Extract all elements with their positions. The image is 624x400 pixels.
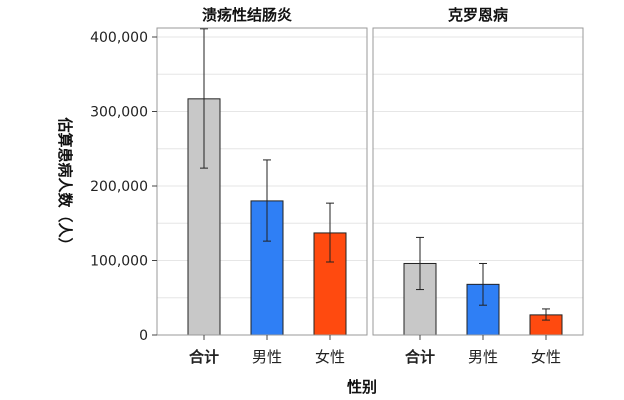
panel-frame-1	[372, 27, 584, 336]
x-tick-label-1-0: 合计	[404, 348, 435, 366]
x-tick-label-1-1: 男性	[468, 348, 498, 366]
y-tick-label: 300,000	[90, 105, 148, 121]
x-tick-label-0-2: 女性	[315, 348, 345, 366]
y-axis: 0 100,000 200,000 300,000 400,000	[90, 30, 157, 344]
grid-layer	[157, 36, 583, 299]
panel-title-uc: 溃疡性结肠炎	[202, 6, 292, 24]
y-tick-label: 100,000	[90, 254, 148, 270]
panel-frame-0	[156, 27, 368, 336]
frame-layer	[156, 27, 584, 336]
x-tick-label-0-0: 合计	[188, 348, 219, 366]
panel-title-cd: 克罗恩病	[448, 6, 508, 24]
x-axis: 合计 男性 女性 合计 男性 女性	[188, 335, 561, 366]
y-tick-label: 400,000	[90, 30, 148, 46]
y-axis-title: 估算患病人数（人）	[56, 116, 74, 252]
x-tick-label-0-1: 男性	[252, 348, 282, 366]
y-tick-label: 0	[139, 328, 148, 344]
x-tick-label-1-2: 女性	[531, 348, 561, 366]
y-tick-label: 200,000	[90, 179, 148, 195]
bars-layer	[187, 28, 563, 336]
x-axis-title: 性别	[347, 378, 377, 396]
